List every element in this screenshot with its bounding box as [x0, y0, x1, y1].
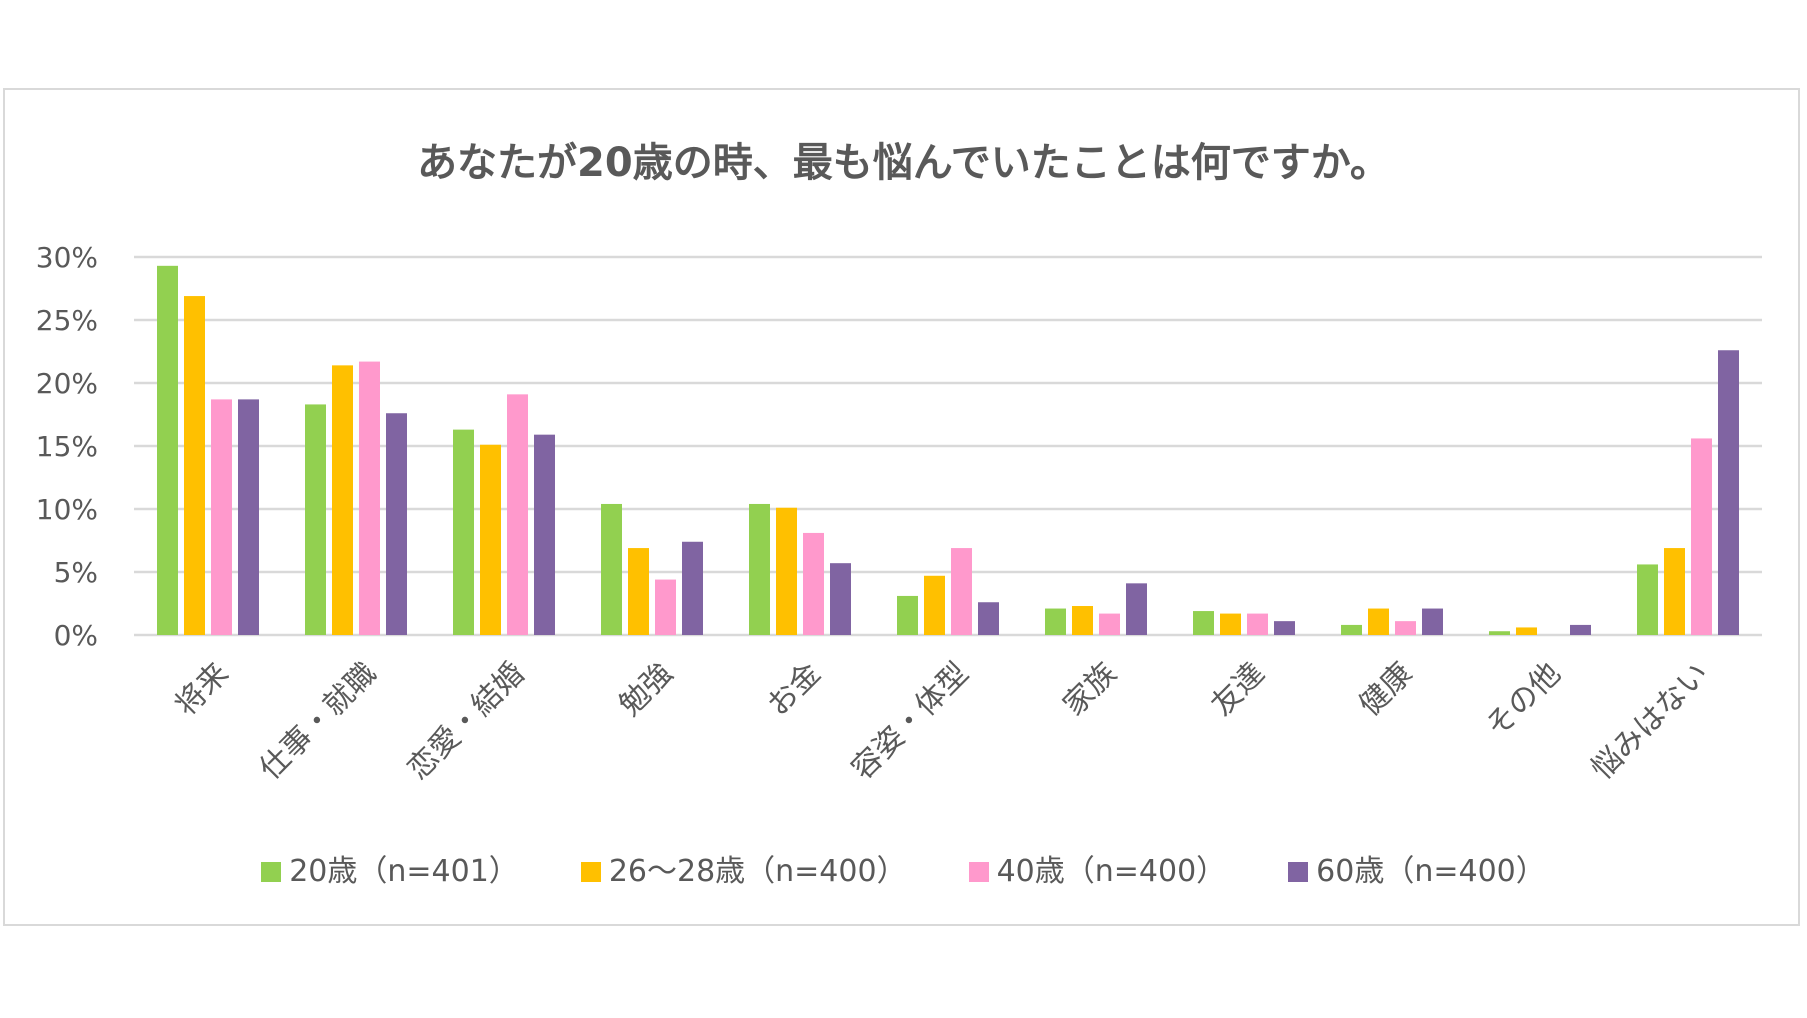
y-tick-label: 5% [54, 556, 98, 589]
bar [1072, 606, 1093, 635]
bar [1341, 624, 1362, 635]
y-tick-label: 10% [36, 493, 98, 526]
bar [1395, 621, 1416, 635]
legend-swatch [1288, 862, 1309, 882]
bar [1570, 624, 1591, 635]
bar [749, 503, 770, 635]
bar [305, 404, 326, 635]
bar [332, 365, 353, 635]
bar [507, 394, 528, 635]
legend-label: 60歳（n=400） [1316, 854, 1546, 889]
chart-title: あなたが20歳の時、最も悩んでいたことは何ですか。 [417, 140, 1390, 186]
bar [1099, 613, 1120, 635]
bar [1516, 627, 1537, 635]
bar [386, 413, 407, 635]
category-label: 健康 [1352, 656, 1419, 723]
bar [978, 602, 999, 635]
y-tick-label: 0% [54, 619, 98, 652]
legend-swatch [261, 862, 282, 882]
y-tick-label: 30% [36, 241, 98, 274]
bar [453, 429, 474, 635]
bar [897, 595, 918, 635]
category-label: 将来 [168, 656, 235, 723]
legend-swatch [968, 862, 989, 882]
category-label: 家族 [1056, 656, 1123, 723]
bar [1664, 548, 1685, 635]
category-label: 勉強 [612, 656, 679, 723]
bar [1691, 438, 1712, 635]
bar [1718, 350, 1739, 635]
legend-label: 20歳（n=401） [289, 854, 519, 889]
bar [924, 575, 945, 635]
category-label: 容姿・体型 [845, 656, 976, 787]
legend: 20歳（n=401） 26～28歳（n=400） 40歳（n=400） 60歳（n=4… [0, 846, 1807, 890]
bar [211, 399, 232, 635]
bar [1274, 621, 1295, 635]
legend-item: 40歳（n=400） [968, 846, 1227, 890]
bar [184, 296, 205, 635]
category-label: 悩みはない [1585, 656, 1716, 787]
bar [157, 265, 178, 635]
bar [601, 503, 622, 635]
bar [830, 563, 851, 635]
bar [803, 532, 824, 635]
category-label: お金 [760, 656, 827, 723]
bar [1637, 564, 1658, 635]
chart-frame [3, 88, 1800, 926]
bar [628, 548, 649, 635]
bar [238, 399, 259, 635]
y-tick-label: 15% [36, 430, 98, 463]
legend-label: 40歳（n=400） [996, 854, 1227, 889]
bar [1045, 608, 1066, 635]
category-label: その他 [1479, 656, 1567, 744]
legend-swatch [580, 862, 601, 882]
bar [951, 548, 972, 635]
bar [1193, 611, 1214, 635]
y-tick-label: 20% [36, 367, 98, 400]
legend-item: 20歳（n=401） [261, 846, 519, 890]
legend-item: 26～28歳（n=400） [580, 846, 907, 890]
bar [1220, 613, 1241, 635]
category-label: 友達 [1204, 656, 1271, 723]
bar [655, 579, 676, 635]
bar [1126, 583, 1147, 635]
bar [480, 444, 501, 635]
bar [1489, 631, 1510, 635]
y-tick-label: 25% [36, 304, 98, 337]
bar [534, 434, 555, 635]
bar [1422, 608, 1443, 635]
legend-item: 60歳（n=400） [1288, 846, 1546, 890]
bar [1247, 613, 1268, 635]
legend-label: 26～28歳（n=400） [608, 854, 907, 889]
category-label: 仕事・就職 [253, 656, 384, 787]
bar [1368, 608, 1389, 635]
category-label: 恋愛・結婚 [401, 656, 532, 787]
bar [682, 541, 703, 635]
bar [776, 507, 797, 635]
bar [359, 361, 380, 635]
